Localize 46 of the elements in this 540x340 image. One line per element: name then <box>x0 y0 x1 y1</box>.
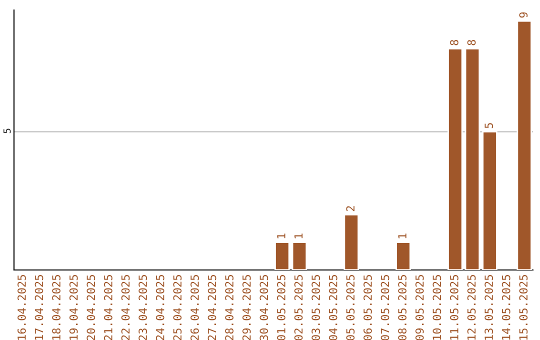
x-tick-label: 04.05.2025 <box>328 275 338 340</box>
x-tick-label: 24.04.2025 <box>156 275 164 340</box>
x-tick-label: 23.04.2025 <box>138 275 148 340</box>
x-tick-label: 09.05.2025 <box>415 275 424 340</box>
x-tick-label: 21.04.2025 <box>104 275 112 340</box>
x-tick-label: 19.04.2025 <box>69 275 78 340</box>
x-tick-label: 01.05.2025 <box>277 275 286 340</box>
x-tick-label: 14.05.2025 <box>502 275 510 340</box>
x-tick-label: 27.04.2025 <box>208 275 216 340</box>
x-tick-label: 22.04.2025 <box>121 275 130 340</box>
x-tick-label: 11.05.2025 <box>450 275 458 340</box>
bar <box>344 214 359 270</box>
x-tick-label: 17.04.2025 <box>34 275 44 340</box>
data-label: 1 <box>398 234 406 238</box>
data-label: 9 <box>519 12 528 18</box>
data-label: 5 <box>484 123 494 128</box>
x-tick-label: 10.05.2025 <box>432 275 442 340</box>
x-tick-label: 15.05.2025 <box>519 275 528 340</box>
data-label: 2 <box>346 206 354 212</box>
x-tick-label: 03.05.2025 <box>312 275 320 340</box>
x-tick-label: 16.04.2025 <box>18 275 26 340</box>
bar <box>274 242 290 270</box>
x-tick-label: 29.04.2025 <box>242 275 251 340</box>
data-label: 1 <box>294 234 303 238</box>
x-tick-label: 07.05.2025 <box>380 275 390 340</box>
x-tick-label: 12.05.2025 <box>467 275 476 340</box>
x-tick-label: 30.04.2025 <box>260 275 268 340</box>
x-tick-label: 18.04.2025 <box>52 275 61 340</box>
data-label: 8 <box>450 40 458 46</box>
bar <box>396 242 411 270</box>
bar <box>448 48 463 270</box>
bar <box>464 48 480 270</box>
x-tick-label: 02.05.2025 <box>294 275 303 340</box>
data-label: 8 <box>467 40 476 46</box>
x-tick-label: 26.04.2025 <box>190 275 199 340</box>
x-tick-label: 06.05.2025 <box>364 275 372 340</box>
x-tick-label: 05.05.2025 <box>346 275 355 340</box>
x-tick-label: 20.04.2025 <box>86 275 96 340</box>
x-tick-label: 13.05.2025 <box>484 275 494 340</box>
bar <box>516 20 532 270</box>
data-label: 1 <box>277 234 286 238</box>
x-tick-label: 25.04.2025 <box>173 275 182 340</box>
x-tick-label: 08.05.2025 <box>398 275 407 340</box>
bar <box>482 131 498 270</box>
x-tick-label: 28.04.2025 <box>225 275 234 340</box>
bar <box>292 242 308 270</box>
